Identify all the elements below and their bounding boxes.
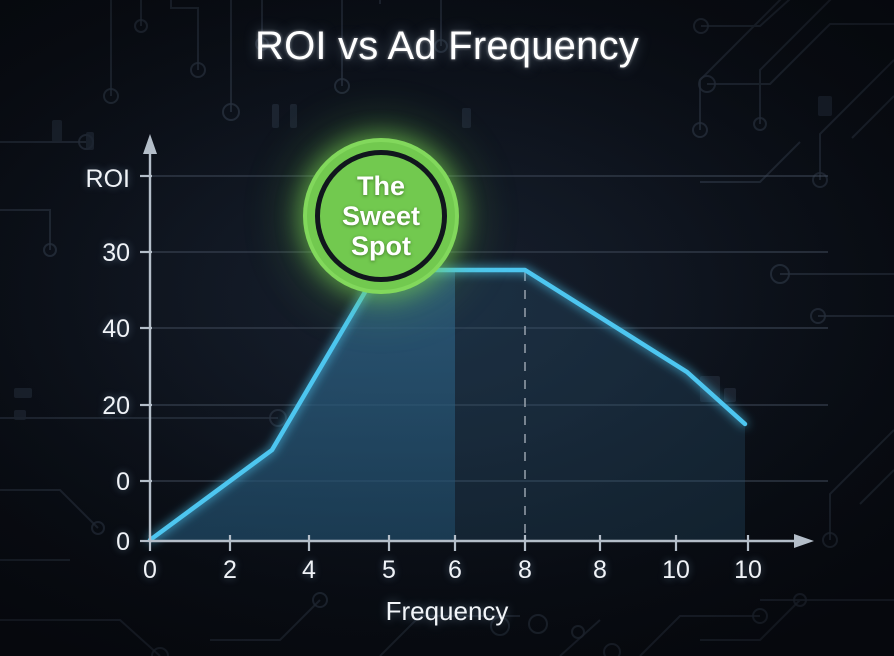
- sweet-spot-line-1: The: [356, 170, 405, 201]
- page-title: ROI vs Ad Frequency: [255, 24, 639, 68]
- y-tick-label: 40: [102, 315, 130, 343]
- y-axis-ticks: [140, 174, 152, 543]
- x-tick-label: 10: [662, 556, 690, 584]
- x-axis-title: Frequency: [385, 596, 509, 626]
- y-tick-label: 0: [116, 528, 130, 556]
- x-tick-label: 2: [223, 556, 237, 584]
- sweet-spot-annotation-badge[interactable]: The Sweet Spot: [307, 142, 455, 290]
- y-tick-label: ROI: [85, 165, 130, 193]
- x-tick-label: 0: [143, 556, 157, 584]
- arrow-up-icon: [143, 134, 157, 154]
- sweet-spot-line-3: Spot: [350, 231, 411, 262]
- roi-curve-line: [147, 267, 748, 543]
- sweet-spot-label: The Sweet Spot: [342, 171, 420, 262]
- x-axis-ticks: [148, 535, 750, 551]
- x-tick-label: 4: [302, 556, 316, 584]
- x-tick-label: 5: [382, 556, 396, 584]
- x-tick-label: 8: [593, 556, 607, 584]
- series-area-fill: [150, 270, 745, 541]
- x-tick-label: 8: [518, 556, 532, 584]
- sweet-spot-line-2: Sweet: [341, 200, 421, 231]
- x-tick-label: 6: [448, 556, 462, 584]
- y-tick-label: 0: [116, 468, 130, 496]
- arrow-right-icon: [794, 534, 814, 548]
- y-tick-label: 20: [102, 392, 130, 420]
- gridlines-horizontal: [150, 175, 828, 482]
- x-tick-label: 10: [734, 556, 762, 584]
- y-tick-label: 30: [102, 239, 130, 267]
